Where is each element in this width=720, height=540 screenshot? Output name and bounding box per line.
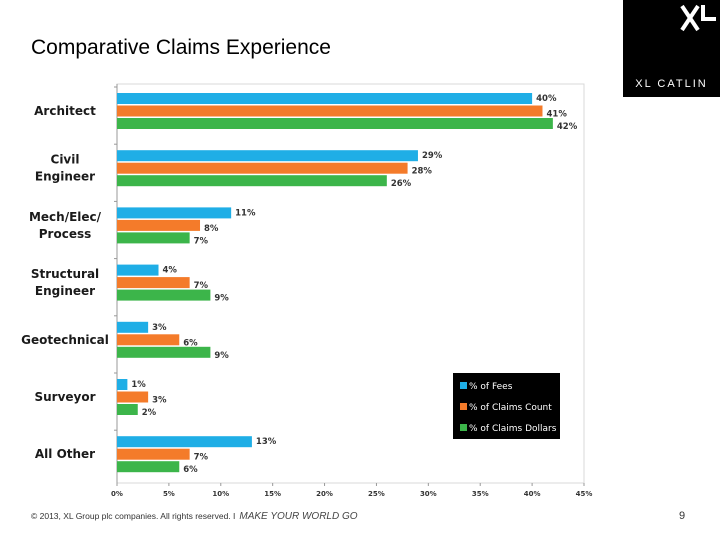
data-label: 40%: [536, 94, 557, 104]
bar: [117, 436, 252, 448]
data-label: 4%: [163, 266, 178, 276]
bar: [117, 404, 138, 415]
data-label: 7%: [194, 453, 209, 463]
x-tick-label: 45%: [576, 490, 593, 498]
category-label: Architect: [34, 104, 96, 118]
bar: [117, 391, 149, 403]
data-label: 1%: [131, 380, 146, 390]
data-label: 3%: [152, 396, 167, 406]
x-tick-label: 15%: [264, 490, 281, 498]
data-label: 7%: [194, 281, 209, 291]
claims-bar-chart: 0% 5% 10% 15% 20% 25% 30% 35% 40% 45% Architect 40%…: [21, 83, 593, 498]
legend-entry: % of Fees: [469, 382, 513, 392]
bar: [117, 232, 190, 244]
data-label: 41%: [546, 110, 567, 120]
x-tick-label: 20%: [316, 490, 333, 498]
xl-logo-icon: [680, 4, 716, 32]
page-number: 9: [679, 510, 686, 522]
data-label: 2%: [142, 408, 157, 418]
data-label: 26%: [391, 179, 412, 189]
x-tick-label: 25%: [368, 490, 385, 498]
x-tick-label: 10%: [212, 490, 229, 498]
bar: [117, 175, 387, 187]
data-label: 42%: [557, 122, 578, 132]
slide-title: Comparative Claims Experience: [31, 36, 331, 59]
category-label: Engineer: [35, 170, 95, 184]
footer-copyright: © 2013, XL Group plc companies. All righ…: [31, 511, 358, 522]
bar: [117, 321, 149, 333]
x-tick-label: 40%: [524, 490, 541, 498]
x-tick-label: 0%: [111, 490, 123, 498]
category-label: Structural: [31, 267, 99, 281]
bar: [117, 264, 159, 276]
bar: [117, 162, 408, 174]
category-label: All Other: [35, 447, 95, 461]
bar: [117, 219, 201, 231]
footer-tagline: MAKE YOUR WORLD GO: [239, 511, 358, 522]
bar: [117, 150, 418, 162]
data-label: 3%: [152, 323, 167, 333]
data-label: 11%: [235, 208, 256, 218]
data-label: 9%: [214, 294, 229, 304]
bar: [117, 334, 180, 346]
category-label: Civil: [51, 153, 80, 167]
x-tick-label: 5%: [163, 490, 175, 498]
category-label: Mech/Elec/: [29, 210, 102, 224]
data-label: 13%: [256, 437, 277, 447]
bar: [117, 118, 553, 129]
bar: [117, 346, 211, 358]
category-label: Engineer: [35, 284, 95, 298]
copyright-text: © 2013, XL Group plc companies. All righ…: [31, 511, 236, 521]
bar: [117, 379, 128, 390]
bar: [117, 289, 211, 301]
brand-logo: XL CATLIN: [623, 0, 720, 97]
data-label: 28%: [412, 167, 433, 177]
x-tick-label: 30%: [420, 490, 437, 498]
bar: [117, 105, 543, 117]
brand-name: XL CATLIN: [635, 78, 708, 90]
data-label: 6%: [183, 465, 198, 475]
legend-swatch: [460, 382, 467, 389]
data-label: 9%: [214, 351, 229, 361]
bar: [117, 93, 533, 104]
x-tick-label: 35%: [472, 490, 489, 498]
data-label: 6%: [183, 338, 198, 348]
bar: [117, 448, 190, 460]
legend-swatch: [460, 403, 467, 410]
bar: [117, 461, 180, 473]
bar: [117, 277, 190, 289]
data-label: 29%: [422, 151, 443, 161]
category-label: Process: [39, 227, 92, 241]
data-label: 8%: [204, 224, 219, 234]
legend-entry: % of Claims Count: [469, 403, 552, 413]
legend-box: [453, 373, 560, 439]
category-label: Surveyor: [34, 390, 95, 404]
legend-entry: % of Claims Dollars: [469, 424, 557, 434]
data-label: 7%: [194, 236, 209, 246]
bar: [117, 207, 232, 219]
legend-swatch: [460, 424, 467, 431]
category-label: Geotechnical: [21, 333, 109, 347]
